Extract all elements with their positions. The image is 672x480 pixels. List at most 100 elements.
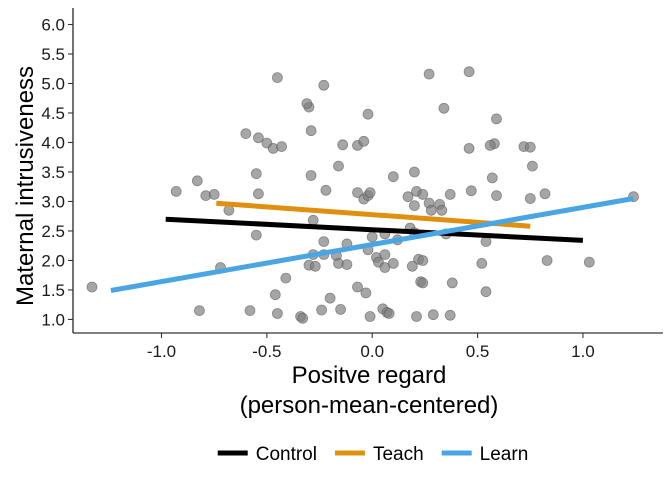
scatter-point-76 [417,277,429,289]
y-tick-label: 1.0 [41,310,65,329]
scatter-point-27 [307,214,319,226]
y-tick-label: 1.5 [41,281,65,300]
scatter-point-88 [444,309,456,321]
scatter-point-24 [309,260,321,272]
scatter-point-56 [352,281,363,293]
scatter-point-0 [86,281,98,293]
scatter-point-30 [305,125,317,137]
scatter-point-45 [352,187,363,199]
scatter-point-91 [465,185,477,197]
y-tick-label: 4.5 [41,104,65,123]
scatter-point-15 [240,128,252,140]
scatter-point-1 [193,305,205,317]
line-control [165,216,584,243]
legend: Control Teach Learn [217,444,529,465]
scatter-point-104 [527,160,538,172]
scatter-point-97 [491,190,502,202]
legend-label-teach: Teach [373,444,424,465]
scatter-point-81 [425,204,437,216]
scatter-point-87 [446,277,458,289]
regression-lines [110,196,634,293]
scatter-point-36 [335,303,347,315]
y-tick-label: 3.5 [41,163,65,182]
scatter-point-20 [271,72,283,83]
scatter-point-60 [383,308,395,319]
scatter-point-71 [408,200,420,212]
scatter-point-7 [191,175,203,187]
y-tick-label: 5.5 [41,45,65,64]
scatter-point-86 [444,188,456,200]
scatter-point-34 [316,304,328,316]
scatter-point-10 [269,289,281,301]
x-tick-label: 0.5 [466,342,490,361]
scatter-point-33 [318,79,330,91]
scatter-point-8 [244,305,256,317]
scatter-point-42 [337,139,349,151]
scatter-point-106 [541,255,553,266]
scatter-point-65 [379,249,391,261]
scatter-point-90 [463,66,475,78]
y-tick-label: 6.0 [41,16,65,35]
scatter-point-93 [476,257,488,269]
scatter-point-13 [252,188,264,200]
scatter-point-99 [491,113,502,125]
scatter-point-57 [360,287,372,299]
scatter-point-35 [324,292,336,304]
scatter-point-48 [364,187,376,199]
scatter-point-74 [406,260,418,272]
scatter-point-105 [539,188,551,200]
scatter-point-96 [486,172,498,184]
y-tick-label: 2.5 [41,222,65,241]
scatter-point-19 [276,141,288,153]
scatter-point-100 [484,139,496,151]
scatter-point-79 [408,166,420,178]
scatter-point-14 [250,168,262,180]
scatter-point-32 [301,98,313,109]
axes [68,8,663,338]
scatter-point-29 [320,184,332,196]
scatter-point-64 [387,171,399,183]
x-tick-label: 0.0 [360,342,384,361]
scatter-points [86,66,639,324]
scatter-point-70 [417,188,429,200]
scatter-point-77 [411,311,422,322]
y-tick-label: 4.0 [41,133,65,152]
y-tick-label: 2.0 [41,251,65,270]
scatter-point-78 [427,309,439,321]
legend-label-control: Control [256,444,317,465]
scatter-point-28 [305,170,317,181]
line-learn [110,196,634,293]
x-tick-label: 1.0 [571,342,595,361]
scatter-point-73 [417,255,429,266]
scatter-point-16 [252,132,264,144]
scatter-point-5 [208,188,220,200]
scatter-point-61 [364,311,376,322]
x-tick-label: -1.0 [147,342,176,361]
scatter-point-101 [524,193,536,204]
scatter-point-37 [318,236,330,248]
scatter-point-85 [438,102,450,114]
scatter-point-67 [402,191,414,203]
scatter-point-103 [524,141,536,153]
scatter-point-22 [297,312,309,324]
scatter-point-52 [366,231,378,243]
scatter-point-84 [423,68,435,80]
legend-label-learn: Learn [480,444,529,465]
scatter-point-62 [387,257,399,269]
axis-titles: Positve regard (person-mean-centered) Ma… [12,66,498,419]
scatter-point-40 [341,259,353,271]
scatter-point-9 [271,308,283,319]
x-tick-label: -0.5 [252,342,281,361]
scatter-point-6 [170,185,182,197]
scatter-point-12 [250,229,262,241]
y-axis-title: Maternal intrusiveness [12,66,39,306]
scatter-point-11 [280,272,292,284]
x-axis-title-line-1: Positve regard [292,362,447,389]
scatter-point-49 [358,135,370,147]
scatter-point-107 [583,256,595,268]
scatter-point-50 [362,108,374,120]
scatter-point-41 [333,160,344,172]
scatter-point-92 [463,142,475,154]
scatter-point-94 [480,286,492,298]
